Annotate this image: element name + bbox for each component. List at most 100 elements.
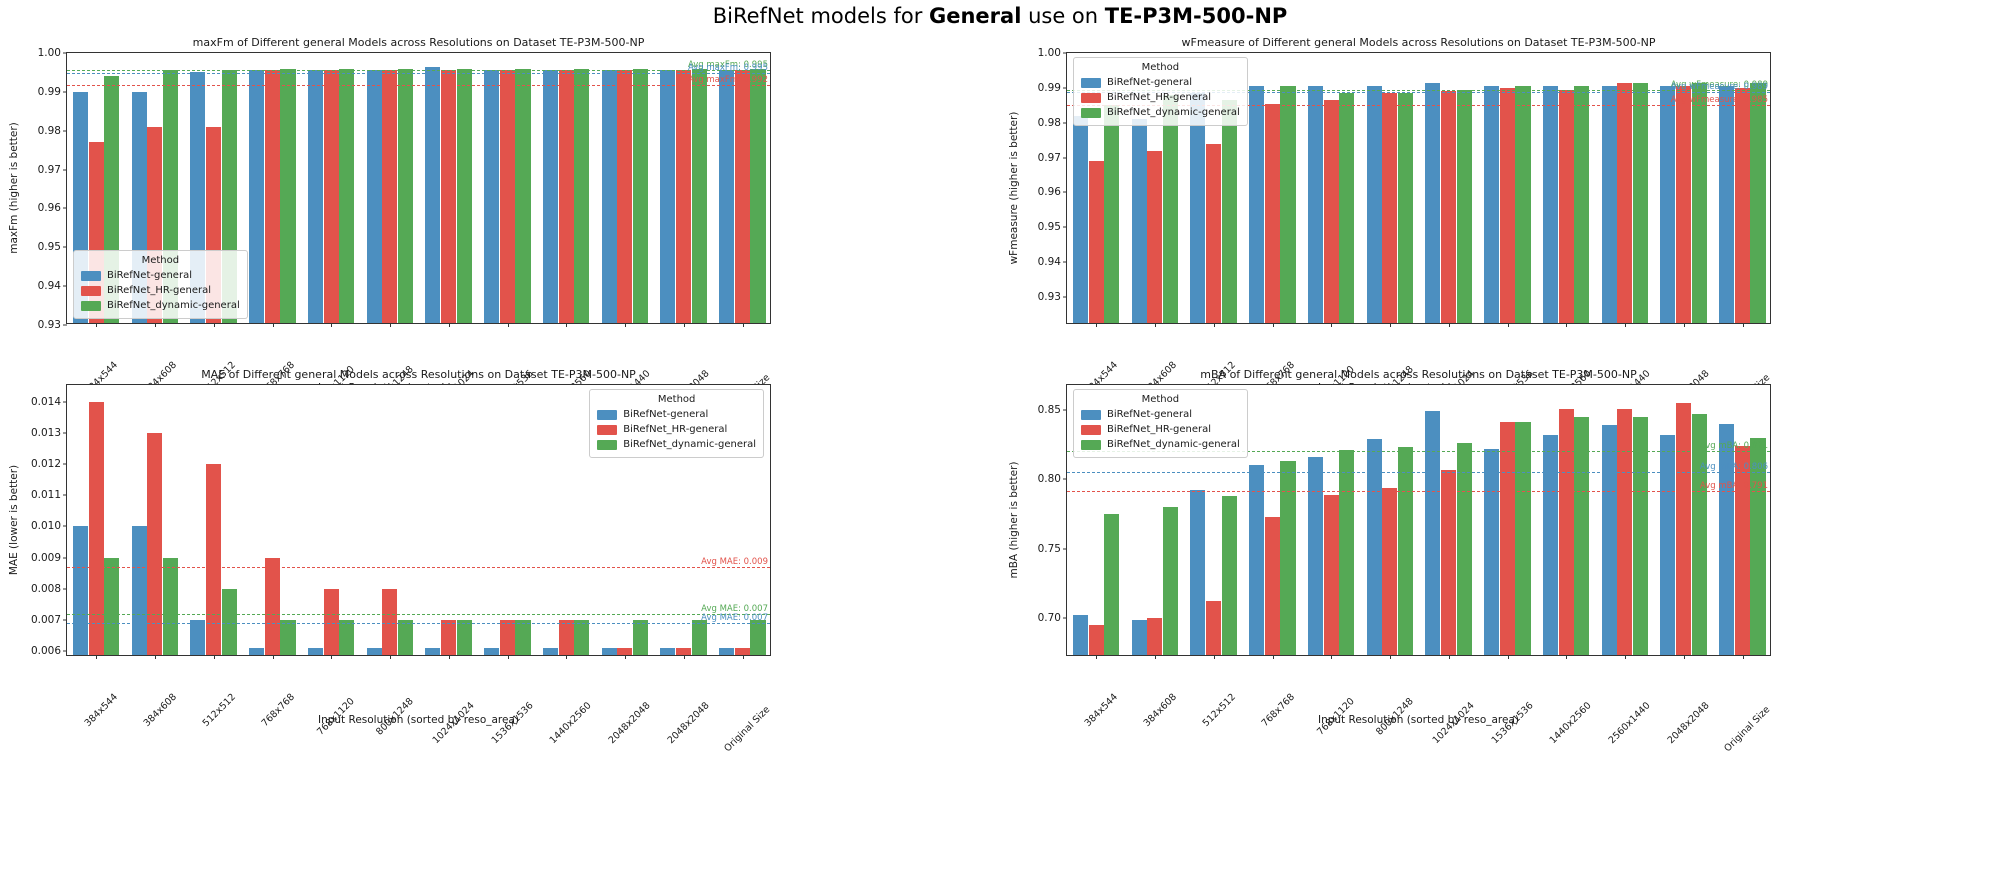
chart-panel-wfmeasure: wFmeasure of Different general Models ac… [1008,34,1798,434]
bar-mae-2-3 [280,619,296,655]
y-tick-mark [63,169,67,171]
y-tick-label: 0.98 [37,124,61,137]
x-tick-mark [213,655,215,659]
bar-maxfm-0-10 [660,70,676,323]
x-tick-mark [1331,655,1333,659]
bar-mae-2-2 [221,588,237,655]
legend-swatch-icon [1081,92,1101,103]
x-tick-mark [390,323,392,327]
legend-entry-0[interactable]: BiRefNet-general [1081,407,1240,422]
legend-label: BiRefNet_dynamic-general [1107,107,1240,118]
bar-mba-0-10 [1660,434,1676,655]
avg-line-label-maxfm-1: Avg maxFm: 0.995 [687,63,768,74]
y-tick-label: 1.00 [1037,47,1061,59]
legend-entry-2[interactable]: BiRefNet_dynamic-general [1081,437,1240,452]
x-tick-mark [390,655,392,659]
avg-line-label-mae-0: Avg MAE: 0.009 [701,557,768,568]
legend-entry-1[interactable]: BiRefNet_HR-general [1081,90,1240,105]
x-tick-mark [1683,655,1685,659]
legend-entry-1[interactable]: BiRefNet_HR-general [81,283,240,298]
legend-swatch-icon [597,439,618,450]
bar-mae-1-9 [617,647,633,655]
y-tick-label: 0.93 [1037,291,1061,304]
bar-mae-0-11 [719,647,735,655]
suptitle-emphasis-use: General [929,4,1022,28]
legend-mae[interactable]: Method BiRefNet-general BiRefNet_HR-genera… [589,389,764,458]
chart-title-mba: mBA of Different general Models across R… [1200,368,1637,381]
avg-line-wfmeasure-1 [1067,92,1770,94]
y-tick-label: 0.99 [37,85,61,98]
legend-swatch-icon [1081,409,1101,420]
bar-mba-0-0 [1072,615,1088,655]
legend-swatch-icon [1081,439,1101,450]
legend-entry-2[interactable]: BiRefNet_dynamic-general [1081,105,1240,120]
legend-title: Method [1141,62,1180,73]
legend-wfmeasure[interactable]: Method BiRefNet-general BiRefNet_HR-genera… [1073,57,1248,126]
legend-entry-2[interactable]: BiRefNet_dynamic-general [597,437,756,452]
legend-entry-0[interactable]: BiRefNet-general [597,407,756,422]
bar-mae-1-8 [558,619,574,655]
avg-line-label-mae-2: Avg MAE: 0.007 [701,613,768,624]
x-tick-label: Original Size [721,704,772,755]
legend-entry-1[interactable]: BiRefNet_HR-general [597,422,756,437]
avg-line-mae-1 [67,614,770,616]
bar-mae-2-11 [750,619,766,655]
legend-mba[interactable]: Method BiRefNet-general BiRefNet_HR-genera… [1073,389,1248,458]
bar-mba-2-8 [1574,416,1590,655]
bar-wfmeasure-1-9 [1617,82,1633,323]
bar-maxfm-2-8 [574,68,590,323]
y-tick-label: 0.007 [30,613,61,626]
bar-mba-0-4 [1307,457,1323,655]
legend-title: Method [1141,394,1180,405]
x-tick-mark [272,323,274,327]
bar-mae-1-1 [147,433,163,655]
y-tick-label: 0.75 [1037,542,1061,555]
bar-wfmeasure-1-8 [1558,89,1574,323]
y-tick-mark [1063,122,1067,124]
legend-maxfm[interactable]: Method BiRefNet-general BiRefNet_HR-genera… [73,250,248,319]
y-tick-mark [63,525,67,527]
avg-line-maxfm-2 [67,84,770,86]
x-tick-mark [331,655,333,659]
bar-mba-1-3 [1264,516,1280,655]
bar-mba-0-7 [1484,448,1500,655]
figure-suptitle: BiRefNet models for General use on TE-P3… [0,4,2000,28]
bar-mae-0-2 [190,619,206,655]
bar-maxfm-1-11 [734,70,750,323]
legend-entry-0[interactable]: BiRefNet-general [81,268,240,283]
bar-mba-1-2 [1206,601,1222,655]
bar-mba-1-10 [1676,403,1692,655]
x-tick-mark [1448,323,1450,327]
bar-wfmeasure-0-11 [1719,86,1735,323]
bar-mba-0-3 [1249,465,1265,655]
bar-wfmeasure-2-9 [1632,82,1649,323]
y-tick-label: 0.95 [1037,221,1061,234]
bar-wfmeasure-2-4 [1339,93,1355,323]
bar-mae-0-3 [249,647,265,655]
x-tick-mark [1213,655,1215,659]
legend-entry-2[interactable]: BiRefNet_dynamic-general [81,298,240,313]
plot-area-wfmeasure [1067,53,1770,323]
x-tick-mark [272,655,274,659]
bar-wfmeasure-1-6 [1441,91,1457,323]
bar-wfmeasure-1-7 [1499,87,1515,323]
bar-mae-1-0 [88,402,104,655]
y-tick-label: 0.010 [30,520,61,533]
bar-mba-1-5 [1382,487,1398,655]
bar-mae-0-1 [131,526,147,655]
bar-mba-1-6 [1441,469,1457,655]
legend-label: BiRefNet_dynamic-general [1107,439,1240,450]
suptitle-part-1: BiRefNet models for [712,4,929,28]
bar-wfmeasure-0-6 [1425,82,1441,323]
legend-label: BiRefNet_HR-general [1107,92,1212,103]
x-tick-mark [1566,323,1568,327]
y-tick-label: 0.99 [1037,81,1061,94]
y-tick-mark [63,130,67,132]
legend-entry-1[interactable]: BiRefNet_HR-general [1081,422,1240,437]
x-tick-mark [96,655,98,659]
legend-title: Method [141,255,180,266]
legend-entry-0[interactable]: BiRefNet-general [1081,75,1240,90]
avg-line-label-mba-2: Avg mBA: 0.791 [1699,481,1768,492]
bar-maxfm-0-7 [484,70,500,323]
